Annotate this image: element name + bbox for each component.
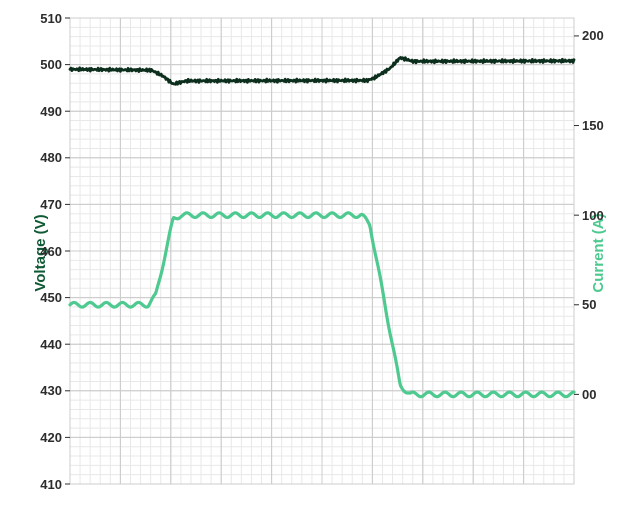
right-tick-label: 150 bbox=[582, 118, 604, 133]
left-tick-label: 480 bbox=[40, 150, 62, 165]
left-tick-label: 440 bbox=[40, 337, 62, 352]
left-tick-label: 510 bbox=[40, 11, 62, 26]
left-tick-label: 470 bbox=[40, 197, 62, 212]
chart-container: Voltage (V) Current (A) 4104204304404504… bbox=[0, 0, 640, 505]
left-tick-label: 410 bbox=[40, 477, 62, 492]
chart-plot bbox=[0, 0, 640, 505]
left-tick-label: 500 bbox=[40, 57, 62, 72]
right-tick-label: 50 bbox=[582, 297, 596, 312]
right-tick-label: 200 bbox=[582, 28, 604, 43]
left-tick-label: 460 bbox=[40, 244, 62, 259]
right-tick-label: 100 bbox=[582, 208, 604, 223]
right-tick-label: 00 bbox=[582, 387, 596, 402]
left-tick-label: 490 bbox=[40, 104, 62, 119]
left-tick-label: 450 bbox=[40, 290, 62, 305]
left-tick-label: 420 bbox=[40, 430, 62, 445]
left-tick-label: 430 bbox=[40, 383, 62, 398]
